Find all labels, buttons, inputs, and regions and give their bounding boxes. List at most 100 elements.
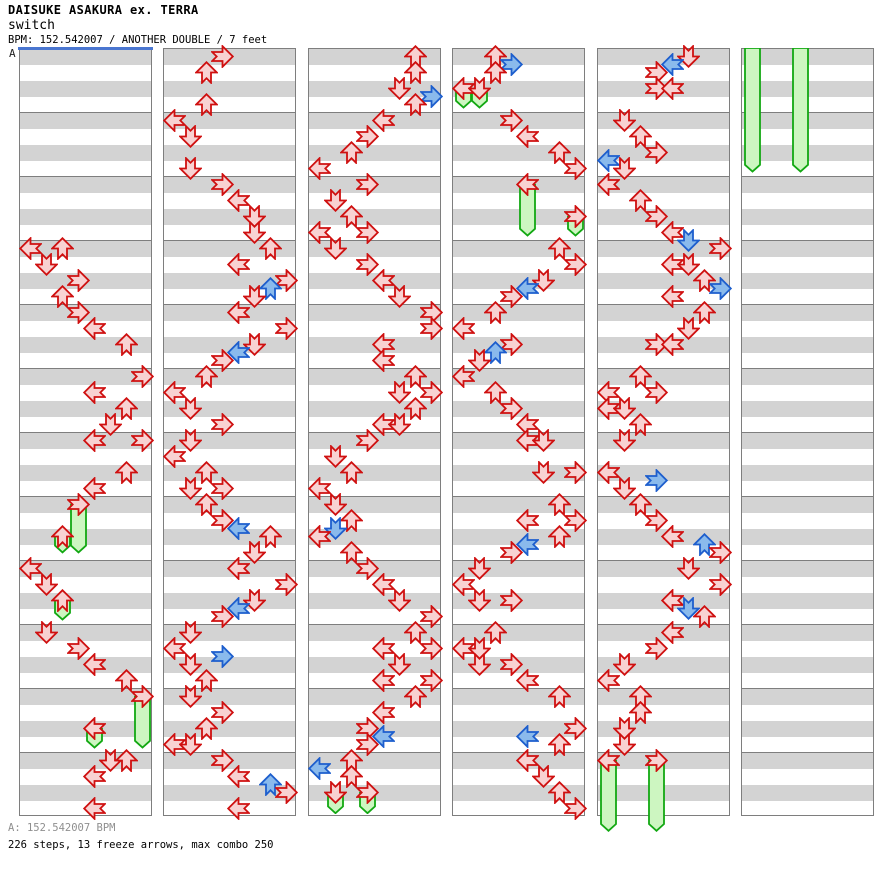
- arrow-down-icon: [242, 220, 266, 244]
- arrow-right-icon: [355, 556, 379, 580]
- arrow-down-icon: [612, 108, 636, 132]
- arrow-up-icon: [692, 268, 716, 292]
- arrow-right-icon: [355, 780, 379, 804]
- arrow-up-icon: [628, 364, 652, 388]
- arrow-down-icon: [387, 380, 411, 404]
- freeze-arrow-body: [599, 760, 617, 832]
- arrow-down-icon: [178, 732, 202, 756]
- arrow-left-icon: [162, 636, 186, 660]
- arrow-left-icon: [515, 276, 539, 300]
- arrow-down-icon: [676, 556, 700, 580]
- arrow-down-icon: [467, 588, 491, 612]
- footer-bpm-line: A: 152.542007 BPM: [8, 822, 116, 834]
- arrow-up-icon: [628, 700, 652, 724]
- arrow-right-icon: [708, 236, 732, 260]
- chart-column: [741, 48, 874, 816]
- arrow-left-icon: [515, 668, 539, 692]
- arrow-up-icon: [628, 412, 652, 436]
- arrow-up-icon: [483, 340, 507, 364]
- arrow-up-icon: [339, 540, 363, 564]
- arrow-up-icon: [339, 460, 363, 484]
- arrow-right-icon: [499, 652, 523, 676]
- freeze-arrow-body: [518, 184, 536, 237]
- arrow-up-icon: [547, 684, 571, 708]
- arrow-right-icon: [210, 172, 234, 196]
- arrow-down-icon: [34, 252, 58, 276]
- arrow-up-icon: [547, 732, 571, 756]
- arrow-left-icon: [660, 76, 684, 100]
- arrow-up-icon: [547, 140, 571, 164]
- arrow-left-icon: [82, 380, 106, 404]
- arrow-down-icon: [242, 204, 266, 228]
- arrow-left-icon: [596, 668, 620, 692]
- arrow-left-icon: [515, 172, 539, 196]
- arrow-down-icon: [531, 764, 555, 788]
- arrow-left-icon: [226, 252, 250, 276]
- arrow-right-icon: [563, 796, 587, 820]
- arrow-left-icon: [371, 636, 395, 660]
- arrow-left-icon: [596, 460, 620, 484]
- arrow-right-icon: [644, 508, 668, 532]
- arrow-left-icon: [660, 284, 684, 308]
- arrow-up-icon: [483, 620, 507, 644]
- arrow-left-icon: [371, 700, 395, 724]
- arrow-right-icon: [130, 684, 154, 708]
- arrow-up-icon: [258, 772, 282, 796]
- arrow-up-icon: [403, 92, 427, 116]
- arrow-left-icon: [371, 268, 395, 292]
- arrow-left-icon: [371, 724, 395, 748]
- freeze-arrow-body: [791, 48, 809, 173]
- arrow-left-icon: [226, 796, 250, 820]
- arrow-up-icon: [628, 124, 652, 148]
- arrow-down-icon: [467, 556, 491, 580]
- arrow-right-icon: [210, 348, 234, 372]
- arrow-down-icon: [387, 412, 411, 436]
- arrow-left-icon: [307, 756, 331, 780]
- arrow-left-icon: [162, 444, 186, 468]
- arrow-up-icon: [50, 524, 74, 548]
- arrow-up-icon: [547, 780, 571, 804]
- arrow-down-icon: [676, 228, 700, 252]
- arrow-right-icon: [355, 732, 379, 756]
- arrow-up-icon: [628, 492, 652, 516]
- arrow-down-icon: [34, 572, 58, 596]
- arrow-right-icon: [563, 156, 587, 180]
- arrow-up-icon: [547, 236, 571, 260]
- arrow-down-icon: [676, 316, 700, 340]
- arrow-right-icon: [644, 380, 668, 404]
- arrow-up-icon: [403, 396, 427, 420]
- arrow-right-icon: [644, 748, 668, 772]
- arrow-up-icon: [547, 492, 571, 516]
- section-marker: A: [9, 47, 16, 60]
- arrow-left-icon: [371, 572, 395, 596]
- arrow-right-icon: [563, 716, 587, 740]
- arrow-down-icon: [531, 428, 555, 452]
- arrow-up-icon: [483, 300, 507, 324]
- arrow-right-icon: [419, 380, 443, 404]
- arrow-down-icon: [178, 652, 202, 676]
- arrow-up-icon: [692, 532, 716, 556]
- arrow-down-icon: [178, 156, 202, 180]
- arrow-right-icon: [644, 332, 668, 356]
- chart-column: [308, 48, 441, 816]
- arrow-right-icon: [210, 700, 234, 724]
- arrow-right-icon: [355, 172, 379, 196]
- arrow-right-icon: [563, 460, 587, 484]
- arrow-left-icon: [82, 428, 106, 452]
- arrow-down-icon: [612, 156, 636, 180]
- arrow-left-icon: [596, 172, 620, 196]
- arrow-left-icon: [660, 524, 684, 548]
- arrow-right-icon: [563, 204, 587, 228]
- arrow-right-icon: [644, 204, 668, 228]
- arrow-down-icon: [612, 396, 636, 420]
- arrow-left-icon: [515, 748, 539, 772]
- arrow-up-icon: [339, 140, 363, 164]
- arrow-left-icon: [82, 316, 106, 340]
- arrow-left-icon: [596, 748, 620, 772]
- arrow-down-icon: [323, 492, 347, 516]
- arrow-down-icon: [467, 636, 491, 660]
- arrow-up-icon: [339, 508, 363, 532]
- arrow-left-icon: [18, 556, 42, 580]
- freeze-arrow-body: [69, 504, 87, 554]
- arrow-left-icon: [660, 332, 684, 356]
